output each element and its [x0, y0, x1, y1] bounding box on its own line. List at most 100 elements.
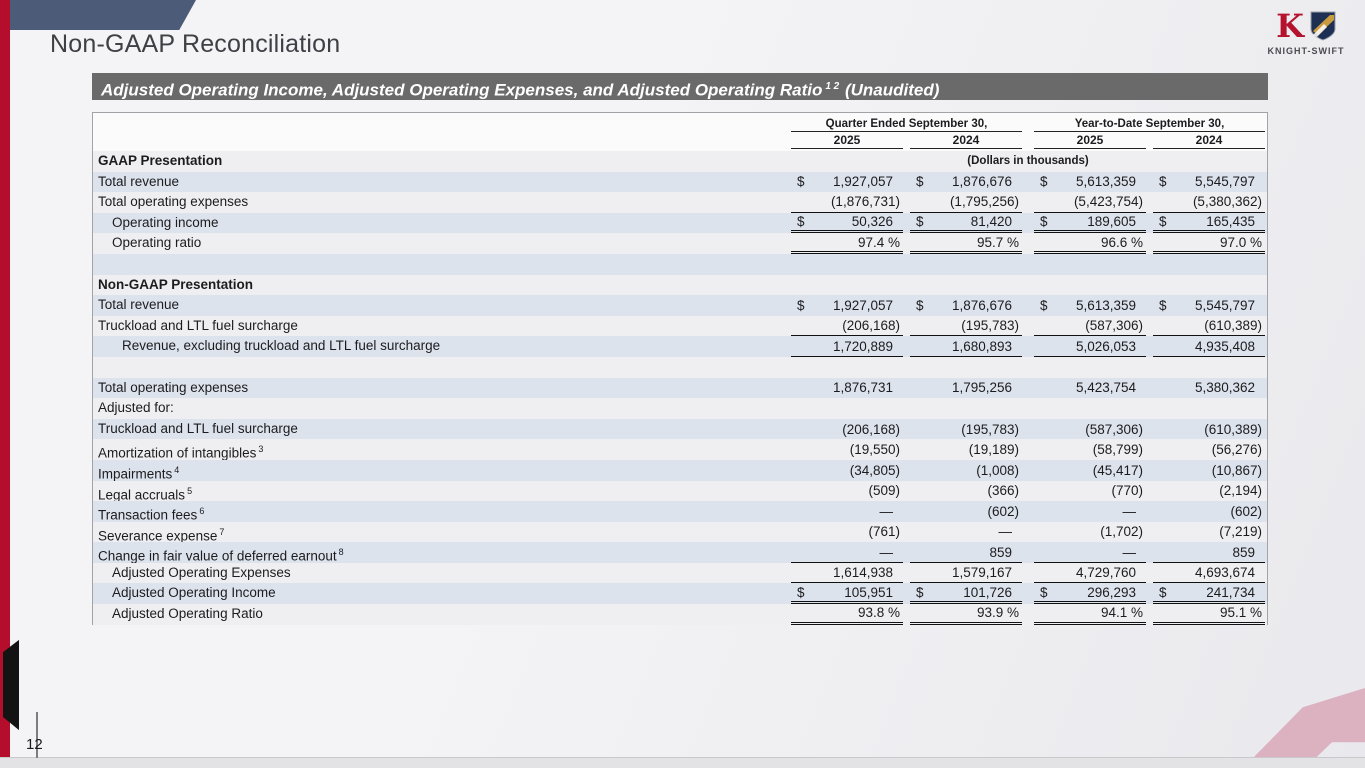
value-cell: 1,680,893 — [910, 336, 1022, 357]
table-row — [93, 356, 1267, 378]
row-label: Legal accruals 5 — [98, 485, 193, 502]
logo-text: KNIGHT-SWIFT — [1267, 46, 1345, 56]
value-cell: (602) — [987, 503, 1019, 519]
value-cell: $189,605 — [1034, 213, 1146, 234]
table-row: Truckload and LTL fuel surcharge (206,168… — [93, 418, 1267, 440]
value-cell: (1,702) — [1100, 524, 1143, 540]
row-label: Amortization of intangibles 3 — [98, 444, 264, 460]
value-cell: $1,876,676 — [916, 297, 1012, 313]
row-label: Transaction fees 6 — [98, 506, 205, 522]
row-label: Total operating expenses — [98, 194, 249, 210]
row-label: Truckload and LTL fuel surcharge — [98, 420, 298, 436]
units-note: (Dollars in thousands) — [967, 155, 1089, 167]
row-label: Adjusted Operating Expenses — [112, 564, 291, 580]
table-row: Impairments 4 (34,805) (1,008) (45,417) (10,8… — [93, 459, 1267, 481]
value-cell: (770) — [1111, 483, 1143, 499]
table-row: Total operating expenses 1,876,731 1,795,2… — [93, 377, 1267, 399]
value-cell: (206,168) — [791, 316, 903, 337]
value-cell: — — [879, 503, 894, 519]
year-header: 2024 — [910, 133, 1022, 149]
row-label: Change in fair value of deferred earnout… — [98, 547, 344, 563]
column-group-ytd: Year-to-Date September 30, 2025 2024 — [1034, 118, 1265, 151]
value-cell: — — [998, 524, 1013, 540]
value-cell: 5,026,053 — [1034, 336, 1146, 357]
value-cell: 5,423,754 — [1075, 380, 1136, 396]
bottom-edge-strip — [0, 757, 1365, 768]
value-cell: (761) — [868, 524, 900, 540]
value-cell: 4,729,760 — [1034, 563, 1146, 584]
table-row: Adjusted Operating Ratio 93.8 % 93.9 % 94.1… — [93, 604, 1267, 625]
value-cell: 4,935,408 — [1153, 336, 1265, 357]
value-cell: $5,613,359 — [1040, 174, 1136, 190]
table-row: Operating income $50,326 $81,420 $189,605 $1… — [93, 212, 1267, 234]
left-red-accent-bar — [0, 0, 10, 757]
value-cell: 1,876,731 — [832, 380, 893, 396]
column-group-label: Quarter Ended September 30, — [791, 118, 1022, 132]
table-row: Amortization of intangibles 3 (19,550) (19,… — [93, 439, 1267, 460]
value-cell: (1,008) — [976, 462, 1019, 478]
value-cell: $5,613,359 — [1040, 297, 1136, 313]
table-row: Adjusted Operating Expenses 1,614,938 1,57… — [93, 562, 1267, 584]
table-header: Quarter Ended September 30, 2025 2024 Ye… — [93, 113, 1267, 151]
value-cell: 96.6 % — [1034, 233, 1146, 254]
row-label — [93, 357, 1267, 378]
table-row: Total revenue $1,927,057 $1,876,676 $5,613,… — [93, 171, 1267, 193]
value-cell: (19,189) — [968, 442, 1019, 458]
value-cell: 93.8 % — [791, 604, 903, 625]
value-cell: (610,389) — [1204, 421, 1262, 437]
table-row: Total revenue $1,927,057 $1,876,676 $5,613,… — [93, 295, 1267, 316]
row-label: Adjusted for: — [98, 400, 174, 416]
value-cell: (10,867) — [1211, 462, 1262, 478]
row-label: Total operating expenses — [98, 379, 249, 395]
value-cell: $1,927,057 — [797, 297, 893, 313]
value-cell: 95.1 % — [1153, 604, 1265, 625]
swift-shield-icon — [1310, 11, 1336, 41]
table-row: Non-GAAP Presentation — [93, 274, 1267, 296]
value-cell: (58,799) — [1092, 442, 1143, 458]
value-cell: (206,168) — [842, 421, 900, 437]
banner-footnote-superscript: 1 2 — [825, 81, 840, 92]
left-black-accent-shape — [3, 639, 19, 731]
value-cell: (602) — [1230, 503, 1262, 519]
value-cell: 1,614,938 — [791, 563, 903, 584]
page-number: 12 — [26, 736, 43, 753]
row-label: Total revenue — [98, 173, 180, 189]
banner-suffix: (Unaudited) — [840, 80, 940, 100]
value-cell: (56,276) — [1211, 442, 1262, 458]
row-label: Adjusted Operating Ratio — [112, 606, 263, 622]
value-cell: (587,306) — [1085, 421, 1143, 437]
banner-title: Adjusted Operating Income, Adjusted Oper… — [101, 80, 823, 100]
row-label: Operating ratio — [112, 235, 202, 251]
value-cell: (45,417) — [1092, 462, 1143, 478]
value-cell: 94.1 % — [1034, 604, 1146, 625]
value-cell: (1,795,256) — [910, 192, 1022, 213]
table-row: Transaction fees 6 — (602) — (602) — [93, 501, 1267, 522]
value-cell: 5,380,362 — [1194, 380, 1255, 396]
table-row: Operating ratio 97.4 % 95.7 % 96.6 % 97.0 % — [93, 233, 1267, 254]
value-cell: (5,423,754) — [1034, 192, 1146, 213]
table-row: Severance expense 7 (761) — (1,702) (7,219) — [93, 521, 1267, 543]
knight-k-icon: K — [1276, 7, 1304, 45]
label-column-spacer — [93, 118, 791, 151]
column-group-label: Year-to-Date September 30, — [1034, 118, 1265, 132]
row-label — [93, 254, 1267, 275]
row-label: GAAP Presentation — [98, 153, 223, 168]
row-label: Truckload and LTL fuel surcharge — [98, 317, 298, 333]
year-header: 2025 — [791, 133, 903, 149]
knight-swift-logo: K KNIGHT-SWIFT — [1260, 8, 1352, 56]
table-row: Legal accruals 5 (509) (366) (770) (2,194) — [93, 480, 1267, 502]
table-row: Total operating expenses (1,876,731) (1,79… — [93, 192, 1267, 213]
table-row — [93, 253, 1267, 275]
table-row: Change in fair value of deferred earnout… — [93, 542, 1267, 563]
bottom-right-pink-shape — [1243, 687, 1365, 768]
value-cell: $5,545,797 — [1159, 174, 1255, 190]
page-number-divider — [36, 712, 38, 758]
value-cell: — — [1122, 503, 1137, 519]
value-cell: (34,805) — [849, 462, 900, 478]
value-cell: (366) — [987, 483, 1019, 499]
value-cell: 97.0 % — [1153, 233, 1265, 254]
row-label: Severance expense 7 — [98, 526, 225, 543]
value-cell: $105,951 — [791, 583, 903, 605]
value-cell: 1,579,167 — [910, 563, 1022, 584]
